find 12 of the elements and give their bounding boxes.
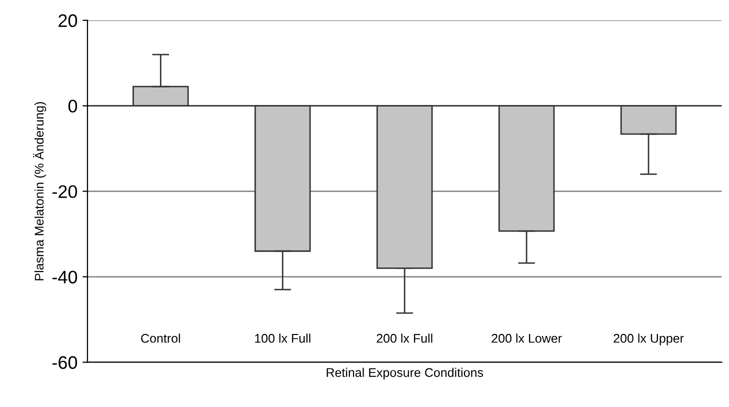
x-tick-label: 200 lx Lower: [492, 334, 562, 343]
x-tick-label: 100 lx Full: [255, 334, 310, 343]
y-tick-label: -20: [52, 185, 78, 198]
y-tick-label: 20: [58, 14, 78, 28]
x-tick-label: 200 lx Full: [376, 334, 432, 343]
x-tick-label: 200 lx Upper: [614, 334, 684, 346]
y-tick-label: -40: [52, 270, 78, 284]
x-axis-title: Retinal Exposure Conditions: [326, 368, 484, 380]
y-axis-title: Plasma Melatonin (% Änderung): [33, 102, 46, 280]
x-tick-label: Control: [141, 334, 180, 343]
y-tick-label: 0: [68, 100, 78, 113]
y-tick-label: -60: [52, 356, 78, 369]
